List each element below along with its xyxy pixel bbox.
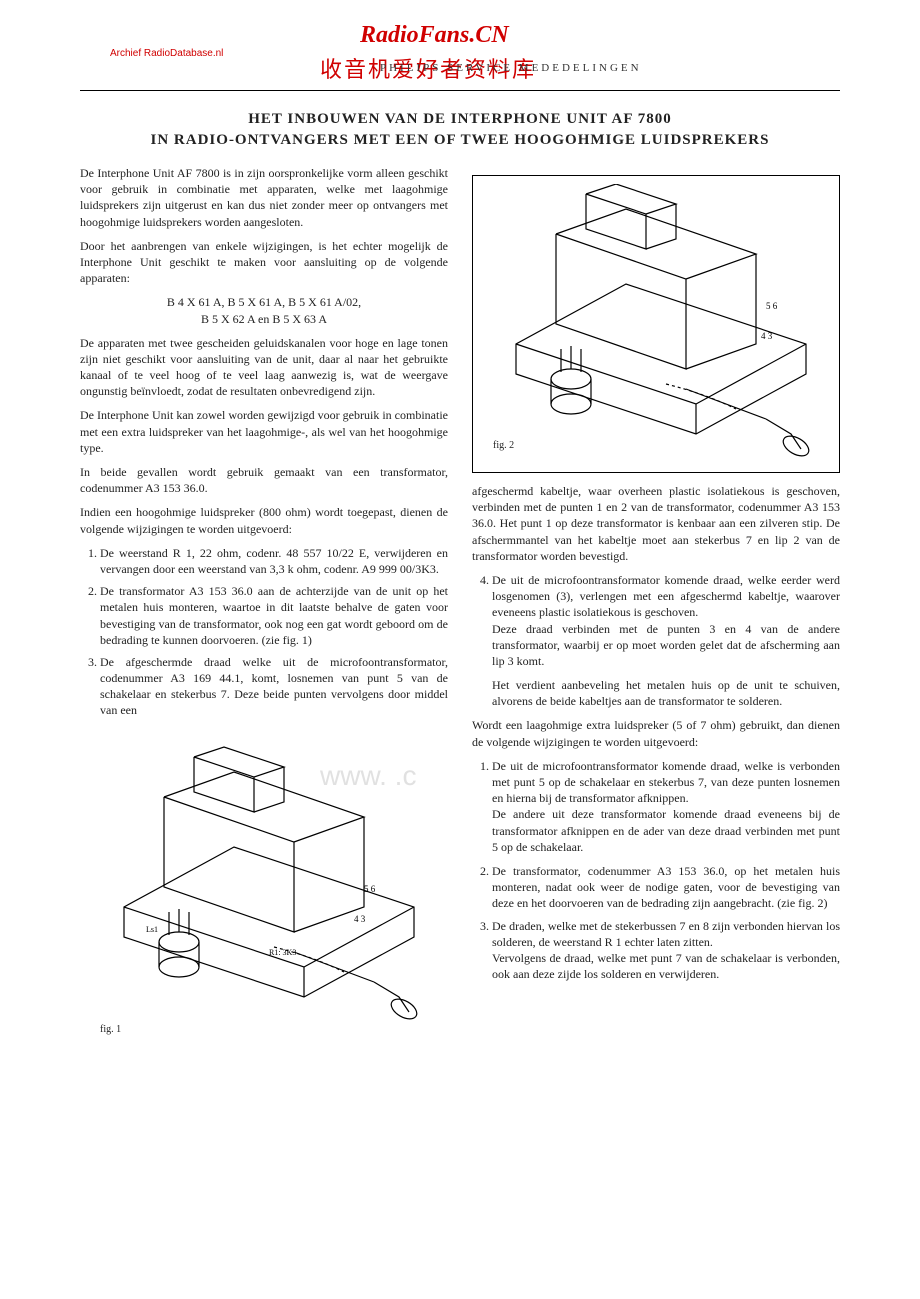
figure-1-label: fig. 1 [100, 1023, 121, 1037]
right-column: 5 6 4 3 fig. 2 afgeschermd kabeltje, waa… [472, 165, 840, 1055]
list-item: De weerstand R 1, 22 ohm, codenr. 48 557… [100, 545, 448, 577]
document-page: Archief RadioDatabase.nl RadioFans.CN 收音… [0, 0, 920, 1095]
paragraph: afgeschermd kabeltje, waar overheen plas… [472, 483, 840, 564]
content-columns: De Interphone Unit AF 7800 is in zijn oo… [80, 165, 840, 1055]
figure-2-label: fig. 2 [493, 439, 514, 453]
paragraph: De Interphone Unit AF 7800 is in zijn oo… [80, 165, 448, 230]
title-line-1: HET INBOUWEN VAN DE INTERPHONE UNIT AF 7… [248, 111, 672, 127]
svg-text:4 3: 4 3 [354, 914, 366, 924]
paragraph: Wordt een laagohmige extra luidspreker (… [472, 717, 840, 749]
page-header: Archief RadioDatabase.nl RadioFans.CN 收音… [80, 20, 840, 91]
paragraph: Door het aanbrengen van enkele wijziging… [80, 238, 448, 287]
list-item: De afgeschermde draad welke uit de micro… [100, 654, 448, 719]
model-list: B 4 X 61 A, B 5 X 61 A, B 5 X 61 A/02, B… [80, 294, 448, 326]
svg-text:5 6: 5 6 [766, 301, 778, 311]
svg-text:R1: 3K3: R1: 3K3 [269, 948, 296, 957]
list-item: De uit de microfoontransformator komende… [492, 758, 840, 855]
left-column: De Interphone Unit AF 7800 is in zijn oo… [80, 165, 448, 1055]
paragraph: De Interphone Unit kan zowel worden gewi… [80, 407, 448, 456]
list-sub: Vervolgens de draad, welke met punt 7 va… [492, 950, 840, 982]
list-item: De transformator, codenummer A3 153 36.0… [492, 863, 840, 912]
paragraph: In beide gevallen wordt gebruik gemaakt … [80, 464, 448, 496]
list-item: De transformator A3 153 36.0 aan de acht… [100, 583, 448, 648]
numbered-list-a-cont: De uit de microfoontransformator komende… [472, 572, 840, 710]
list-sub: Het verdient aanbeveling het metalen hui… [492, 677, 840, 709]
numbered-list-a: De weerstand R 1, 22 ohm, codenr. 48 557… [80, 545, 448, 719]
list-item: De draden, welke met de stekerbussen 7 e… [492, 918, 840, 983]
diagram-fig1-icon: 5 6 4 3 R1: 3K3 Ls1 [88, 737, 440, 1037]
diagram-fig2-icon: 5 6 4 3 [481, 184, 831, 464]
philips-service-label: PHILIPS SERVICE MEDEDELINGEN [380, 62, 642, 74]
figure-2: 5 6 4 3 fig. 2 [472, 175, 840, 473]
paragraph: Indien een hoogohmige luidspreker (800 o… [80, 504, 448, 536]
paragraph: De apparaten met twee gescheiden geluids… [80, 335, 448, 400]
title-line-2: IN RADIO-ONTVANGERS MET EEN OF TWEE HOOG… [151, 132, 770, 148]
radiofans-logo: RadioFans.CN [360, 22, 509, 49]
figure-1: 5 6 4 3 R1: 3K3 Ls1 fig. 1 [80, 729, 448, 1045]
list-item: De uit de microfoontransformator komende… [492, 572, 840, 710]
document-title: HET INBOUWEN VAN DE INTERPHONE UNIT AF 7… [80, 109, 840, 151]
svg-text:Ls1: Ls1 [146, 925, 158, 934]
list-sub: Deze draad verbinden met de punten 3 en … [492, 621, 840, 670]
list-sub: De andere uit deze transformator komende… [492, 806, 840, 855]
svg-text:5 6: 5 6 [364, 884, 376, 894]
archief-label: Archief RadioDatabase.nl [110, 48, 223, 59]
numbered-list-b: De uit de microfoontransformator komende… [472, 758, 840, 982]
svg-text:4 3: 4 3 [761, 331, 773, 341]
